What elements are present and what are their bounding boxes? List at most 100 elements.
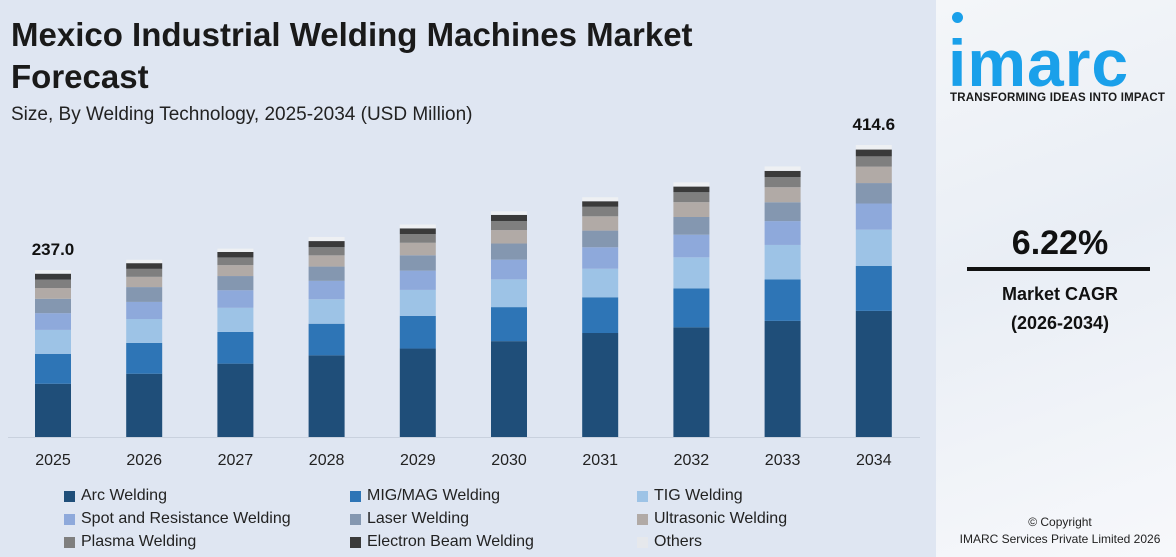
bar-segment-mig-mag-welding-2032 (673, 288, 710, 328)
bar-segment-arc-welding-2025 (35, 383, 71, 437)
bar-segment-mig-mag-welding-2025 (35, 353, 71, 384)
cagr-label: Market CAGR (1001, 284, 1119, 304)
bar-segment-arc-welding-2032 (673, 327, 710, 437)
bar-segment-plasma-welding-2034 (855, 156, 892, 167)
bar-segment-ultrasonic-welding-2025 (35, 288, 71, 299)
bar-segment-spot-and-resistance-welding-2027 (217, 290, 254, 308)
bar-segment-plasma-welding-2026 (126, 268, 163, 277)
x-tick-label-2027: 2027 (218, 452, 254, 469)
bar-segment-mig-mag-welding-2034 (855, 266, 892, 311)
logo-dot-icon (952, 12, 963, 23)
bar-segment-tig-welding-2026 (126, 319, 163, 343)
imarc-logo: imarc (948, 26, 1130, 100)
bar-segment-electron-beam-welding-2031 (582, 201, 619, 207)
bar-segment-ultrasonic-welding-2027 (217, 265, 254, 277)
x-tick-label-2033: 2033 (765, 452, 801, 469)
bar-segment-laser-welding-2029 (399, 255, 436, 271)
bar-segment-spot-and-resistance-welding-2029 (399, 270, 436, 290)
bar-segment-laser-welding-2027 (217, 276, 254, 291)
bar-segment-others-2033 (764, 166, 801, 171)
bar-segment-laser-welding-2033 (764, 202, 801, 222)
legend-label: TIG Welding (654, 487, 743, 504)
legend-swatch (64, 536, 75, 548)
cagr-divider (967, 267, 1150, 271)
bar-segment-mig-mag-welding-2030 (491, 307, 527, 342)
bar-segment-spot-and-resistance-welding-2032 (673, 234, 710, 258)
bar-segment-arc-welding-2033 (764, 320, 801, 437)
bar-segment-others-2025 (35, 270, 71, 274)
bar-segment-laser-welding-2032 (673, 216, 710, 235)
chart-subtitle: Size, By Welding Technology, 2025-2034 (… (11, 104, 473, 125)
bar-segment-others-2030 (491, 211, 527, 215)
bar-segment-others-2029 (399, 224, 436, 229)
x-tick-label-2032: 2032 (674, 452, 710, 469)
bar-segment-plasma-welding-2030 (491, 221, 527, 231)
legend-label: Arc Welding (81, 487, 167, 504)
bar-segment-electron-beam-welding-2027 (217, 251, 254, 258)
legend-swatch (64, 490, 75, 502)
bar-segment-spot-and-resistance-welding-2026 (126, 301, 163, 320)
bar-segment-tig-welding-2025 (35, 329, 71, 354)
bar-segment-electron-beam-welding-2034 (855, 149, 892, 157)
legend-item-plasma-welding: Plasma Welding (64, 533, 196, 551)
legend-swatch (637, 513, 648, 525)
bar-segment-spot-and-resistance-welding-2034 (855, 203, 892, 230)
bar-segment-plasma-welding-2032 (673, 192, 710, 203)
logo-tagline: TRANSFORMING IDEAS INTO IMPACT (950, 92, 1166, 104)
x-tick-label-2025: 2025 (35, 452, 71, 469)
bar-segment-mig-mag-welding-2029 (399, 315, 436, 349)
legend-item-laser-welding: Laser Welding (350, 510, 469, 528)
bar-segment-tig-welding-2031 (582, 268, 619, 298)
legend-item-tig-welding: TIG Welding (637, 487, 743, 505)
chart-title: Mexico Industrial Welding Machines Marke… (11, 16, 693, 95)
bar-segment-electron-beam-welding-2030 (491, 214, 527, 222)
x-tick-label-2031: 2031 (582, 452, 618, 469)
bar-segment-arc-welding-2034 (855, 310, 892, 437)
bar-segment-laser-welding-2034 (855, 183, 892, 204)
bar-segment-electron-beam-welding-2029 (399, 228, 436, 235)
bar-segment-electron-beam-welding-2032 (673, 186, 710, 193)
legend-swatch (637, 490, 648, 502)
chart-panel: Mexico Industrial Welding Machines Marke… (0, 0, 936, 557)
bar-segment-plasma-welding-2031 (582, 206, 619, 217)
legend-label: Plasma Welding (81, 533, 197, 550)
bar-segment-mig-mag-welding-2028 (308, 323, 345, 356)
bar-segment-ultrasonic-welding-2034 (855, 166, 892, 184)
bar-segment-spot-and-resistance-welding-2033 (764, 221, 801, 245)
bar-segment-others-2026 (126, 259, 163, 264)
bar-segment-arc-welding-2026 (126, 373, 163, 437)
bar-segment-tig-welding-2033 (764, 244, 801, 280)
x-tick-label-2030: 2030 (491, 452, 527, 469)
legend-swatch (350, 513, 361, 525)
bar-segment-laser-welding-2026 (126, 287, 163, 302)
bar-segment-spot-and-resistance-welding-2028 (308, 280, 345, 300)
brand-panel: imarc TRANSFORMING IDEAS INTO IMPACT 6.2… (936, 0, 1176, 557)
bar-segment-arc-welding-2031 (582, 333, 619, 437)
bar-segment-ultrasonic-welding-2029 (399, 242, 436, 256)
bar-segment-mig-mag-welding-2033 (764, 279, 801, 321)
legend-swatch (637, 536, 648, 548)
legend-label: MIG/MAG Welding (367, 487, 501, 504)
bar-segment-laser-welding-2025 (35, 298, 71, 314)
cagr-period: (2026-2034) (1010, 313, 1110, 333)
bar-segment-laser-welding-2031 (582, 230, 619, 248)
bar-segment-others-2034 (855, 145, 892, 150)
total-label-2025: 237.0 (32, 240, 75, 259)
legend-item-mig-mag-welding: MIG/MAG Welding (350, 487, 500, 505)
x-tick-label-2029: 2029 (400, 452, 436, 469)
bar-segment-ultrasonic-welding-2031 (582, 216, 619, 231)
bar-segment-electron-beam-welding-2028 (308, 241, 345, 248)
chart-legend: Arc Welding MIG/MAG Welding TIG Welding Spo… (64, 487, 934, 557)
bar-segment-laser-welding-2028 (308, 266, 345, 281)
x-tick-label-2026: 2026 (126, 452, 162, 469)
bar-segment-ultrasonic-welding-2030 (491, 230, 527, 244)
bar-segment-arc-welding-2027 (217, 363, 254, 437)
legend-label: Others (654, 533, 703, 550)
x-tick-label-2028: 2028 (309, 452, 345, 469)
bar-segment-others-2028 (308, 236, 345, 242)
bar-segment-mig-mag-welding-2027 (217, 331, 254, 364)
bar-segment-electron-beam-welding-2026 (126, 263, 163, 269)
legend-item-spot-and-resistance-welding: Spot and Resistance Welding (64, 510, 291, 528)
bar-segment-plasma-welding-2025 (35, 279, 71, 289)
bar-segment-tig-welding-2027 (217, 307, 254, 332)
